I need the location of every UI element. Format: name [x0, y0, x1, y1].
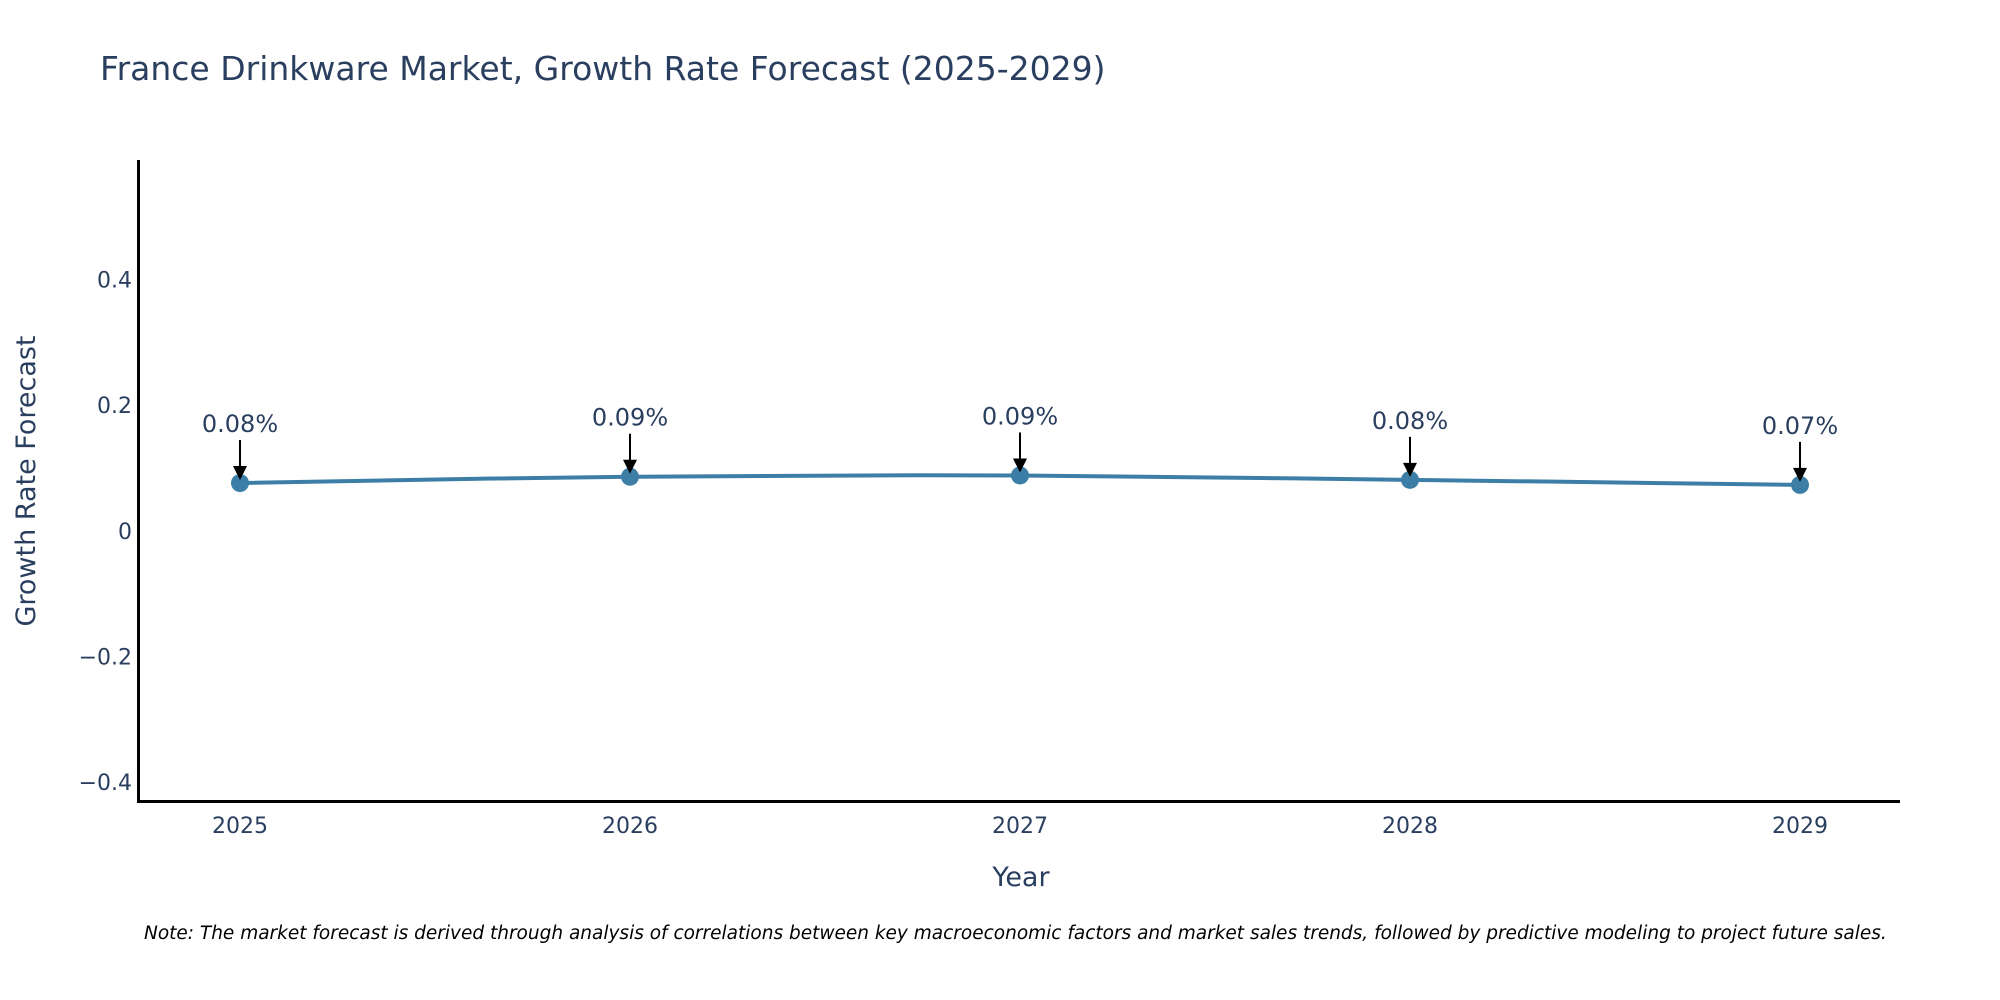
annotation-arrow-head: [1013, 458, 1027, 473]
data-label: 0.07%: [1762, 412, 1838, 440]
y-axis-ticks: −0.4 −0.2 0 0.2 0.4: [79, 268, 132, 796]
data-point: [231, 474, 249, 493]
x-tick-label: 2027: [992, 814, 1048, 839]
data-label: 0.08%: [202, 410, 278, 438]
annotation-arrow-head: [1403, 462, 1417, 477]
annotation-arrow-head: [1793, 467, 1807, 482]
x-tick-label: 2026: [602, 814, 658, 839]
y-tick-label: 0.4: [97, 268, 132, 293]
footnote: Note: The market forecast is derived thr…: [144, 923, 1887, 944]
x-tick-label: 2029: [1772, 814, 1828, 839]
data-label-annotations: 0.08% 0.09% 0.09% 0.08% 0.07%: [202, 402, 1838, 482]
data-point: [621, 467, 639, 486]
x-tick-label: 2025: [212, 814, 268, 839]
annotation-arrow-head: [623, 459, 637, 474]
y-tick-label: 0.2: [97, 394, 132, 419]
data-label: 0.09%: [982, 402, 1058, 430]
y-tick-label: −0.4: [79, 771, 132, 796]
annotation-arrow-head: [233, 466, 247, 481]
data-point: [1401, 470, 1419, 489]
data-points: [231, 466, 1809, 494]
y-tick-label: 0: [118, 520, 132, 545]
x-tick-label: 2028: [1382, 814, 1438, 839]
x-axis-ticks: 2025 2026 2027 2028 2029: [212, 814, 1828, 839]
x-axis-title: Year: [991, 862, 1050, 893]
data-point: [1791, 475, 1809, 494]
y-tick-label: −0.2: [79, 645, 132, 670]
chart-title: France Drinkware Market, Growth Rate For…: [100, 49, 1106, 88]
y-axis-title: Growth Rate Forecast: [11, 335, 42, 626]
data-label: 0.09%: [592, 404, 668, 432]
data-label: 0.08%: [1372, 407, 1448, 435]
data-point: [1011, 466, 1029, 485]
